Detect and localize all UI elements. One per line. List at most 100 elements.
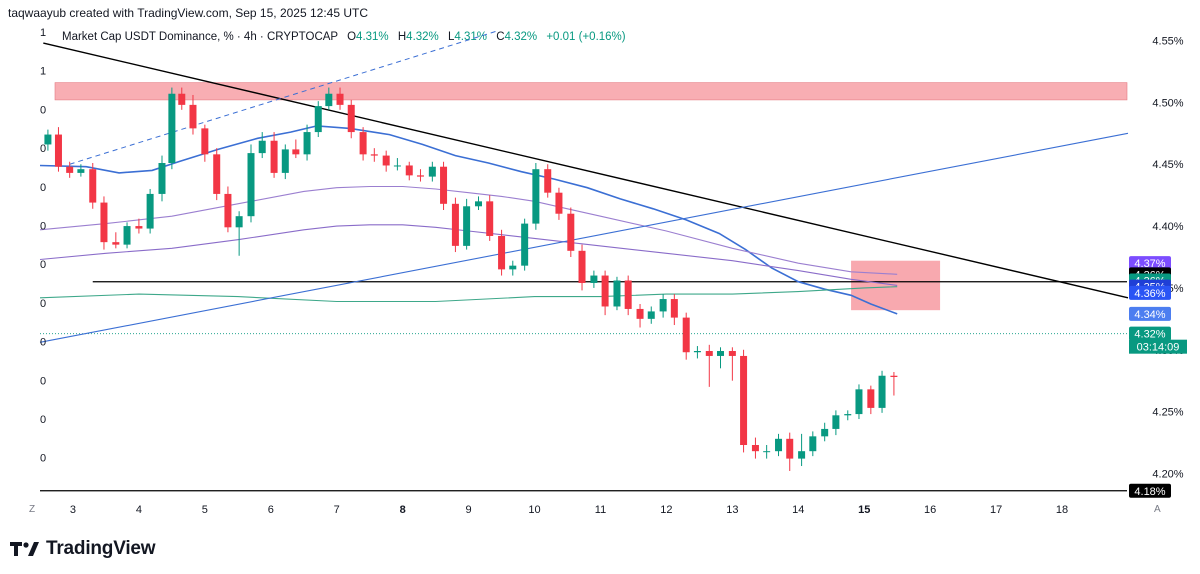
price-tag-label: 4.32% (1134, 329, 1165, 341)
left-scale-label: 0 (40, 259, 46, 271)
left-scale-label: 0 (40, 375, 46, 387)
candle-body (292, 149, 300, 155)
trendline-ascending-dashed (69, 30, 499, 165)
x-tick-label: 6 (268, 504, 274, 516)
candle-body (544, 169, 552, 193)
candle (112, 232, 120, 249)
candle (740, 349, 748, 453)
candle (336, 87, 344, 110)
price-tag: 4.36% (1129, 285, 1171, 300)
close-key: C (496, 31, 505, 43)
candle-body (670, 299, 678, 318)
left-scale-label: 1 (40, 66, 46, 78)
candle-body (555, 192, 563, 214)
price-tag: 4.34% (1129, 306, 1171, 321)
candle (498, 229, 506, 276)
y-tick-label: 4.45% (1152, 159, 1183, 171)
tradingview-logo-icon (10, 542, 39, 556)
candle (303, 124, 311, 161)
candle-body (393, 165, 401, 167)
close-value: 4.32% (504, 31, 538, 43)
candle (189, 94, 197, 135)
candle (100, 196, 108, 250)
candle-body (498, 235, 506, 270)
x-tick-label: 13 (726, 504, 738, 516)
x-tick-label: 15 (858, 504, 870, 516)
x-tick-label: 17 (990, 504, 1002, 516)
candle (763, 445, 771, 459)
candle-body (247, 153, 255, 217)
candle-body (763, 451, 771, 453)
candle-body (112, 242, 120, 245)
candle (670, 294, 678, 326)
left-scale-label: 0 (40, 337, 46, 349)
candle-body (636, 308, 644, 319)
candle-body (740, 355, 748, 445)
candle-body (44, 134, 52, 145)
candle-body (509, 265, 517, 270)
candle (601, 270, 609, 316)
price-tag: 4.32% (1129, 326, 1171, 341)
candle (213, 148, 221, 201)
candle-body (303, 132, 311, 155)
auto-scale-button[interactable]: A (1154, 504, 1161, 515)
candle (54, 127, 62, 172)
candle-body (728, 351, 736, 356)
candle (567, 207, 575, 257)
candle-body (258, 140, 266, 154)
candle (751, 437, 759, 459)
y-tick-label: 4.40% (1152, 221, 1183, 233)
candle-body (878, 375, 886, 408)
candle-body (66, 166, 74, 173)
candle-body (532, 169, 540, 224)
change-value: +0.01 (+0.16%) (546, 31, 626, 43)
candle (370, 148, 378, 162)
candle (682, 312, 690, 360)
candle-body (158, 163, 166, 194)
candle (544, 164, 552, 198)
countdown-box (1129, 339, 1187, 354)
series-ma_purple (39, 185, 898, 275)
candle (440, 161, 448, 210)
left-scale-label: 0 (40, 143, 46, 155)
candle-body (590, 275, 598, 283)
left-scale-label: 0 (40, 104, 46, 116)
candle (123, 222, 131, 249)
candle-body (521, 223, 529, 266)
brand-name: TradingView (46, 538, 156, 559)
candle-body (347, 104, 355, 133)
candle-body (775, 438, 783, 452)
open-key: O (347, 31, 357, 43)
price-tag-label: 4.18% (1134, 486, 1165, 498)
symbol-legend: Market Cap USDT Dominance, % · 4h · CRYP… (62, 31, 626, 43)
lines-layer (39, 30, 1129, 492)
candle (44, 129, 52, 151)
candle (405, 161, 413, 181)
candle (636, 304, 644, 328)
candle-body (659, 299, 667, 312)
tradingview-logo: TradingView (10, 538, 156, 560)
candle (867, 385, 875, 415)
candle (224, 186, 232, 233)
candle-body (578, 250, 586, 283)
candle-body (463, 206, 471, 246)
candle (146, 188, 154, 234)
candle-body (123, 226, 131, 245)
series-ma_green (39, 286, 898, 303)
candle (168, 87, 176, 170)
low-key: L (447, 31, 455, 43)
price-tag-box (1129, 483, 1171, 498)
attribution-text: taqwaayub created with TradingView.com, … (8, 6, 368, 20)
candle (890, 372, 898, 396)
candle (235, 211, 243, 256)
y-tick-label: 4.20% (1152, 468, 1183, 480)
open-value: 4.31% (356, 31, 389, 43)
candle-body (146, 193, 154, 229)
price-tag-box (1129, 285, 1171, 300)
candle (158, 155, 166, 202)
timezone-button[interactable]: Z (29, 504, 36, 515)
candle-body (486, 201, 494, 236)
candle-body (832, 415, 840, 429)
candle-body (189, 104, 197, 129)
